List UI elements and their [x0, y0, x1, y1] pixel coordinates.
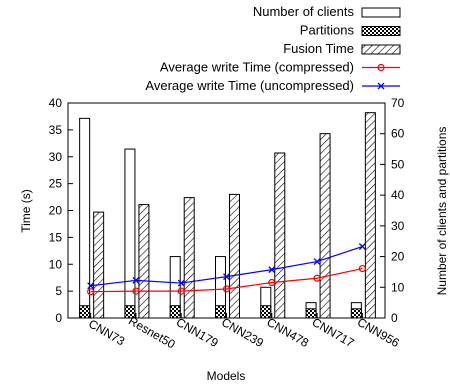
x-tick-label-resnet50: Resnet50	[126, 314, 178, 352]
left-tick-label: 25	[49, 177, 63, 191]
x-tick-label-cnn239: CNN239	[219, 315, 266, 350]
x-marker-stroke	[87, 282, 95, 290]
x-marker-stroke	[268, 266, 276, 274]
left-tick-label: 15	[49, 230, 63, 244]
right-tick-label: 70	[391, 96, 405, 110]
lines	[87, 243, 366, 296]
bar-fusion-time-resnet50	[138, 204, 150, 319]
right-tick-label: 50	[391, 157, 405, 171]
x-marker-stroke	[313, 258, 321, 266]
x-tick-label-cnn478: CNN478	[264, 315, 311, 350]
right-tick-label: 30	[391, 219, 405, 233]
left-tick-label: 20	[49, 204, 63, 218]
point-uncompressed-cnn239	[223, 273, 230, 281]
x-axis-ticks: CNN73Resnet50CNN179CNN239CNN478CNN717CNN…	[86, 313, 402, 352]
left-tick-label: 0	[55, 311, 62, 325]
left-tick-label: 30	[49, 150, 63, 164]
x-marker-stroke	[132, 276, 140, 284]
right-tick-label: 0	[391, 311, 398, 325]
bar-partitions-cnn73	[79, 305, 91, 319]
point-uncompressed-cnn73	[87, 282, 95, 290]
point-compressed-cnn73	[87, 288, 95, 296]
point-uncompressed-cnn478	[268, 266, 276, 274]
left-tick-label: 10	[49, 257, 63, 271]
bar-partitions-cnn179	[169, 305, 181, 319]
right-tick-label: 20	[391, 250, 405, 264]
point-compressed-cnn179	[177, 287, 185, 295]
bars	[79, 112, 376, 319]
x-marker-stroke	[377, 82, 385, 90]
legend-label-average-write-time-compressed-: Average write Time (compressed)	[160, 60, 354, 75]
x-axis-label: Models	[207, 369, 246, 383]
legend: Number of clients Partitions Fusion Time Av…	[145, 4, 401, 93]
legend-label-fusion-time: Fusion Time	[283, 41, 354, 56]
point-uncompressed-resnet50	[132, 276, 140, 284]
line-compressed	[90, 267, 363, 293]
point-compressed-cnn956	[358, 264, 366, 273]
x-tick-label-cnn73: CNN73	[86, 317, 127, 349]
bar-fusion-time-cnn239	[229, 193, 240, 319]
point-uncompressed-cnn717	[313, 258, 321, 266]
bar-fusion-time-cnn478	[274, 152, 286, 319]
bar-fusion-time-cnn956	[364, 112, 376, 319]
bar-partitions-cnn478	[260, 305, 272, 319]
x-tick-label-cnn179: CNN179	[174, 315, 221, 350]
left-axis-ticks: 0 5 10 15 20 25 30 35 40	[49, 96, 73, 325]
bar-partitions-cnn239	[215, 305, 226, 319]
point-uncompressed-cnn179	[177, 279, 185, 287]
right-tick-label: 40	[391, 188, 405, 202]
bar-fusion-time-cnn179	[183, 197, 195, 319]
point-compressed-cnn717	[313, 274, 321, 282]
x-tick-label-cnn717: CNN717	[310, 315, 357, 350]
right-tick-label: 10	[391, 280, 405, 294]
x-marker-stroke	[358, 243, 366, 250]
bar-fusion-time-cnn73	[93, 211, 105, 319]
x-marker-stroke	[223, 273, 230, 281]
x-marker-stroke	[177, 279, 185, 287]
legend-swatch-partitions	[361, 26, 401, 36]
legend-swatch-number-of-clients	[361, 7, 401, 18]
point-compressed-cnn478	[268, 278, 276, 287]
point-uncompressed-cnn956	[358, 243, 366, 250]
left-tick-label: 35	[49, 123, 63, 137]
legend-marker-x	[377, 82, 385, 90]
point-compressed-resnet50	[132, 287, 140, 295]
legend-swatch-fusion-time	[361, 44, 401, 55]
right-axis-ticks: 0 10 20 30 40 50 60 70	[380, 96, 405, 325]
bar-fusion-time-cnn717	[319, 133, 331, 319]
legend-label-number-of-clients: Number of clients	[253, 4, 355, 19]
legend-marker-circle	[377, 63, 385, 72]
point-compressed-cnn239	[222, 285, 231, 293]
y-axis-label: Time (s)	[19, 189, 33, 233]
left-tick-label: 5	[55, 284, 62, 298]
right-tick-label: 60	[391, 127, 405, 141]
left-tick-label: 40	[49, 96, 63, 110]
y2-axis-label: Number of clients and partitions	[435, 127, 449, 296]
legend-label-average-write-time-uncompressed-: Average write Time (uncompressed)	[145, 78, 354, 93]
legend-label-partitions: Partitions	[300, 23, 355, 38]
